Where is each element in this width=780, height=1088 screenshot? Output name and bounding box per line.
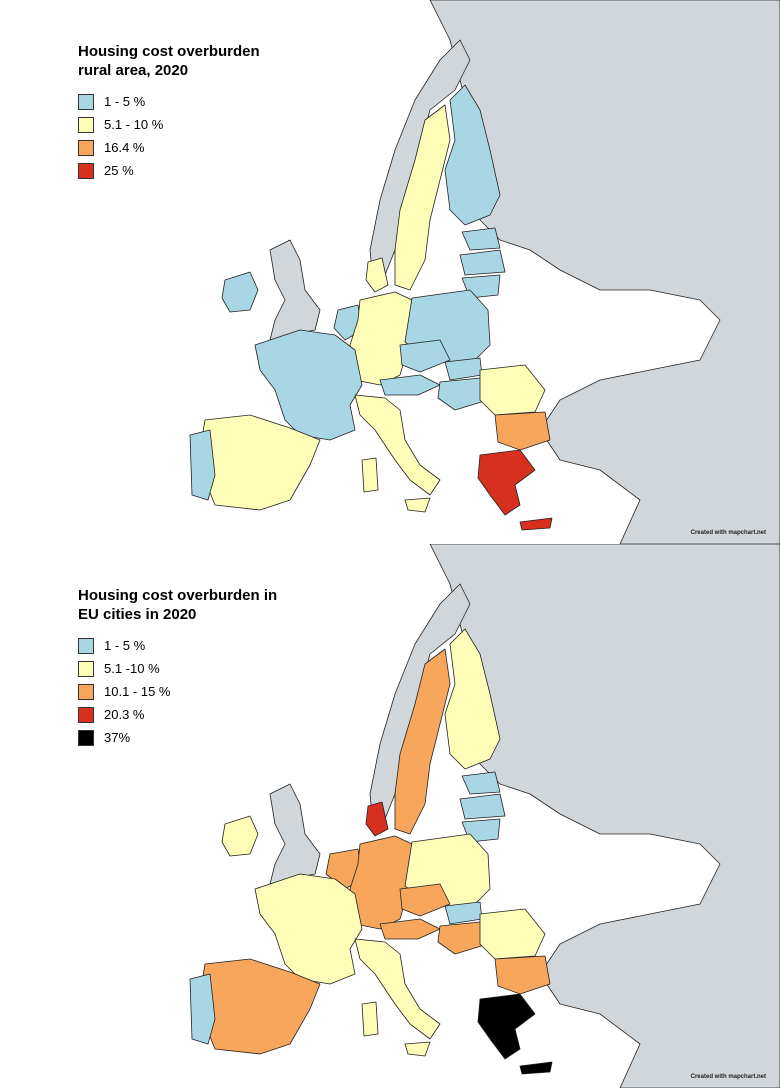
legend-title: Housing cost overburden rural area, 2020 xyxy=(78,43,260,79)
legend-item: 5.1 - 10 % xyxy=(78,113,260,136)
slovakia xyxy=(444,901,483,925)
finland xyxy=(444,84,501,226)
italy xyxy=(354,938,441,1040)
legend-swatch xyxy=(78,706,94,723)
legend-item: 1 - 5 % xyxy=(78,90,260,113)
sardinia xyxy=(361,1001,379,1037)
legend-item: 1 - 5 % xyxy=(78,634,277,657)
legend-swatch xyxy=(78,660,94,677)
legend-item: 37% xyxy=(78,726,277,749)
sicily xyxy=(404,1041,431,1057)
legend-swatch xyxy=(78,729,94,746)
estonia xyxy=(461,227,501,251)
ireland xyxy=(221,271,259,313)
portugal xyxy=(189,429,216,501)
legend-label: 1 - 5 % xyxy=(104,94,146,109)
bulgaria xyxy=(494,955,551,995)
greece xyxy=(477,449,536,516)
romania xyxy=(479,908,546,960)
france xyxy=(254,329,363,441)
france xyxy=(254,873,363,985)
legend-label: 25 % xyxy=(104,163,134,178)
credit-text: Created with mapchart.net xyxy=(690,530,766,536)
legend-label: 10.1 - 15 % xyxy=(104,684,171,699)
legend-label: 16.4 % xyxy=(104,140,145,155)
legend-swatch xyxy=(78,93,94,110)
hungary xyxy=(437,377,489,411)
denmark xyxy=(365,257,389,293)
latvia xyxy=(459,793,506,820)
europe-map-rural xyxy=(189,0,780,544)
legend-item: 16.4 % xyxy=(78,136,260,159)
legend-item: 5.1 -10 % xyxy=(78,657,277,680)
slovakia xyxy=(444,357,483,381)
legend-item: 20.3 % xyxy=(78,703,277,726)
norway xyxy=(369,583,471,820)
czechia xyxy=(399,339,451,373)
crete xyxy=(519,1061,553,1075)
uk xyxy=(269,239,321,341)
norway xyxy=(369,39,471,276)
sicily xyxy=(404,497,431,513)
legend-swatch xyxy=(78,637,94,654)
romania xyxy=(479,364,546,416)
bulgaria xyxy=(494,411,551,451)
austria xyxy=(379,918,441,940)
latvia xyxy=(459,249,506,276)
legend-item: 10.1 - 15 % xyxy=(78,680,277,703)
estonia xyxy=(461,771,501,795)
crete xyxy=(519,517,553,531)
portugal xyxy=(189,973,216,1045)
denmark xyxy=(365,801,389,837)
legend-swatch xyxy=(78,683,94,700)
sweden xyxy=(394,648,451,835)
legend-item: 25 % xyxy=(78,159,260,182)
map-panel-cities: Housing cost overburden in EU cities in … xyxy=(0,544,780,1088)
hungary xyxy=(437,921,489,955)
legend-label: 5.1 - 10 % xyxy=(104,117,164,132)
legend-swatch xyxy=(78,162,94,179)
europe-map-cities xyxy=(189,544,780,1088)
legend-label: 20.3 % xyxy=(104,707,145,722)
legend-swatch xyxy=(78,139,94,156)
legend-title: Housing cost overburden in EU cities in … xyxy=(78,587,278,623)
legend-cities: Housing cost overburden in EU cities in … xyxy=(78,586,277,749)
sardinia xyxy=(361,457,379,493)
sweden xyxy=(394,104,451,291)
legend-rural: Housing cost overburden rural area, 2020… xyxy=(78,42,260,182)
legend-swatch xyxy=(78,116,94,133)
credit-text: Created with mapchart.net xyxy=(690,1074,766,1080)
finland xyxy=(444,628,501,770)
austria xyxy=(379,374,441,396)
legend-label: 1 - 5 % xyxy=(104,638,146,653)
ireland xyxy=(221,815,259,857)
map-panel-rural: Housing cost overburden rural area, 2020… xyxy=(78,0,780,544)
italy xyxy=(354,394,441,496)
greece xyxy=(477,993,536,1060)
czechia xyxy=(399,883,451,917)
uk xyxy=(269,783,321,885)
legend-label: 37% xyxy=(104,730,131,745)
legend-label: 5.1 -10 % xyxy=(104,661,160,676)
